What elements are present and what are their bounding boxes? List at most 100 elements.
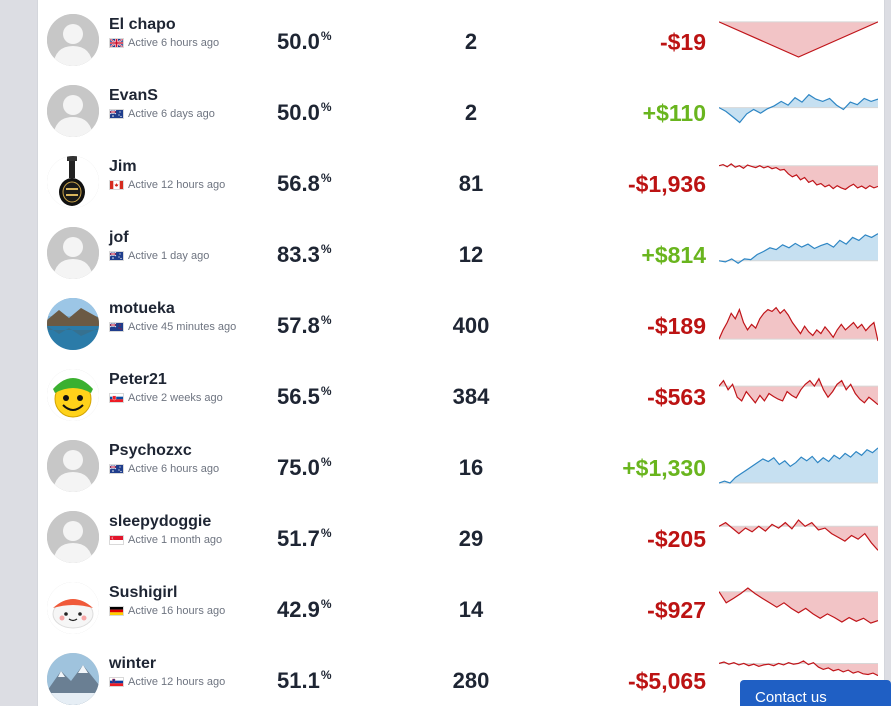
player-name[interactable]: Jim: [109, 158, 137, 175]
hand-count: 280: [452, 668, 490, 693]
win-percentage-value: 51.7: [277, 526, 320, 551]
player-name[interactable]: motueka: [109, 300, 175, 317]
player-row[interactable]: Jim Active 12 hours ago 56.8% 81 -$1,936: [38, 145, 884, 216]
activity-status: Active 12 hours ago: [128, 179, 226, 191]
profit-sparkline-svg: [719, 233, 878, 265]
player-row[interactable]: jof Active 1 day ago 83.3% 12 +$814: [38, 216, 884, 287]
profit-sparkline-svg: [719, 447, 878, 484]
leaderboard-panel: El chapo Active 6 hours ago 50.0% 2 -$19 Evan…: [37, 0, 885, 706]
player-name[interactable]: Psychozxc: [109, 442, 192, 459]
win-percentage: 57.8%: [277, 313, 332, 339]
country-flag-icon: [109, 251, 124, 261]
profit-sparkline: [719, 231, 878, 272]
avatar[interactable]: [47, 298, 99, 350]
hand-count: 384: [452, 384, 490, 409]
activity-status: Active 6 hours ago: [128, 37, 220, 49]
profit-amount: +$110: [642, 100, 706, 126]
country-flag-icon: [109, 180, 124, 190]
profit-sparkline-svg: [719, 163, 878, 191]
win-percentage: 42.9%: [277, 597, 332, 623]
win-percentage-value: 56.8: [277, 171, 320, 196]
player-row[interactable]: Psychozxc Active 6 hours ago 75.0% 16 +$1,33…: [38, 429, 884, 500]
sparkline-area: [719, 520, 878, 551]
activity-status: Active 2 weeks ago: [128, 392, 223, 404]
sparkline-line: [719, 660, 878, 677]
hand-count: 14: [458, 597, 484, 622]
country-flag-icon: [109, 677, 124, 687]
country-flag-icon: [109, 606, 124, 616]
win-percentage: 75.0%: [277, 455, 332, 481]
player-row[interactable]: sleepydoggie Active 1 month ago 51.7% 29 -$2…: [38, 500, 884, 571]
player-name[interactable]: EvanS: [109, 87, 158, 104]
player-meta: Active 12 hours ago: [109, 676, 225, 688]
percent-symbol: %: [320, 455, 332, 469]
sparkline-line: [719, 306, 878, 342]
avatar[interactable]: [47, 369, 99, 421]
contact-us-button[interactable]: Contact us: [740, 680, 891, 706]
avatar[interactable]: [47, 511, 99, 563]
player-row[interactable]: Sushigirl Active 16 hours ago 42.9% 14 -$927: [38, 571, 884, 642]
avatar[interactable]: [47, 653, 99, 705]
player-row[interactable]: winter Active 12 hours ago 51.1% 280 -$5,065: [38, 642, 884, 706]
profit-amount: +$1,330: [622, 455, 706, 481]
sparkline-line: [719, 21, 878, 58]
avatar[interactable]: [47, 14, 99, 66]
percent-symbol: %: [320, 668, 332, 682]
player-meta: Active 6 hours ago: [109, 463, 219, 475]
profit-sparkline-svg: [719, 519, 878, 551]
player-meta: Active 45 minutes ago: [109, 321, 236, 333]
player-row[interactable]: El chapo Active 6 hours ago 50.0% 2 -$19: [38, 3, 884, 74]
percent-symbol: %: [320, 526, 332, 540]
player-name[interactable]: sleepydoggie: [109, 513, 212, 530]
player-name[interactable]: El chapo: [109, 16, 176, 33]
player-name[interactable]: jof: [109, 229, 129, 246]
player-meta: Active 12 hours ago: [109, 179, 225, 191]
sparkline-line: [719, 519, 878, 551]
player-name[interactable]: Peter21: [109, 371, 167, 388]
player-name[interactable]: winter: [109, 655, 157, 672]
hand-count: 12: [458, 242, 484, 267]
avatar[interactable]: [47, 440, 99, 492]
hand-count: 2: [464, 29, 478, 54]
avatar[interactable]: [47, 582, 99, 634]
avatar[interactable]: [47, 85, 99, 137]
sparkline-area: [719, 660, 878, 676]
activity-status: Active 16 hours ago: [128, 605, 226, 617]
hand-count: 16: [458, 455, 484, 480]
win-percentage: 56.5%: [277, 384, 332, 410]
profit-sparkline: [719, 515, 878, 556]
percent-symbol: %: [320, 242, 332, 256]
profit-sparkline-svg: [719, 377, 878, 406]
sparkline-line: [719, 93, 878, 124]
sparkline-area: [719, 21, 878, 57]
win-percentage: 83.3%: [277, 242, 332, 268]
player-name[interactable]: Sushigirl: [109, 584, 178, 601]
profit-amount: -$205: [647, 526, 706, 552]
win-percentage-value: 75.0: [277, 455, 320, 480]
hand-count: 29: [458, 526, 484, 551]
player-meta: Active 6 days ago: [109, 108, 215, 120]
sparkline-area: [719, 447, 878, 483]
profit-amount: -$1,936: [627, 171, 706, 197]
player-row[interactable]: motueka Active 45 minutes ago 57.8% 400 -$18…: [38, 287, 884, 358]
hand-count: 81: [458, 171, 484, 196]
profit-amount: -$927: [647, 597, 706, 623]
player-meta: Active 16 hours ago: [109, 605, 225, 617]
sparkline-line: [719, 163, 878, 191]
player-row[interactable]: Peter21 Active 2 weeks ago 56.5% 384 -$563: [38, 358, 884, 429]
player-row[interactable]: EvanS Active 6 days ago 50.0% 2 +$110: [38, 74, 884, 145]
profit-sparkline: [719, 444, 878, 485]
percent-symbol: %: [320, 29, 332, 43]
profit-sparkline: [719, 18, 878, 59]
country-flag-icon: [109, 535, 124, 545]
avatar[interactable]: [47, 227, 99, 279]
profit-sparkline: [719, 160, 878, 201]
hand-count: 400: [452, 313, 490, 338]
profit-sparkline-svg: [719, 21, 878, 58]
sparkline-line: [719, 587, 878, 624]
sparkline-line: [719, 447, 878, 484]
win-percentage: 56.8%: [277, 171, 332, 197]
player-meta: Active 1 day ago: [109, 250, 209, 262]
percent-symbol: %: [320, 597, 332, 611]
avatar[interactable]: [47, 156, 99, 208]
